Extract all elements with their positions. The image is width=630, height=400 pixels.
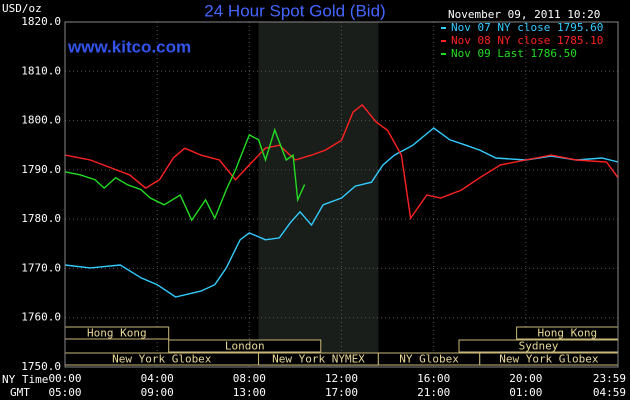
- x-tick-label: 23:59: [593, 372, 626, 385]
- x-tick-label: 17:00: [325, 386, 358, 399]
- session-label: Hong Kong: [87, 327, 147, 340]
- legend-label: Nov 09 Last 1786.50: [451, 47, 577, 60]
- chart-title: 24 Hour Spot Gold (Bid): [204, 1, 385, 20]
- session-label: London: [225, 340, 265, 353]
- x-tick-label: 12:00: [325, 372, 358, 385]
- x-tick-label: 21:00: [417, 386, 450, 399]
- session-label: New York Globex: [112, 353, 212, 366]
- price-line: [64, 103, 619, 221]
- session-label: Hong Kong: [538, 327, 598, 340]
- y-tick-label: 1750.0: [21, 360, 61, 373]
- legend-label: Nov 08 NY close 1785.10: [451, 34, 603, 47]
- x-tick-label: 00:00: [48, 372, 81, 385]
- session-label: New York Globex: [499, 353, 599, 366]
- x-tick-label: 20:00: [509, 372, 542, 385]
- session-label: Sydney: [519, 340, 559, 353]
- x-tick-label: 09:00: [141, 386, 174, 399]
- y-tick-label: 1820.0: [21, 15, 61, 28]
- x-tick-label: 01:00: [509, 386, 542, 399]
- y-tick-label: 1790.0: [21, 163, 61, 176]
- session-bar: [168, 339, 322, 353]
- session-label: New York NYMEX: [272, 353, 365, 366]
- y-tick-label: 1760.0: [21, 311, 61, 324]
- price-line: [64, 127, 306, 222]
- x-tick-label: 16:00: [417, 372, 450, 385]
- legend-label: Nov 07 NY close 1795.60: [451, 21, 603, 34]
- x-tick-label: 04:00: [141, 372, 174, 385]
- x-tick-label: 04:59: [593, 386, 626, 399]
- x-tick-label: 13:00: [233, 386, 266, 399]
- x-tick-label: 05:00: [48, 386, 81, 399]
- price-line: [64, 127, 619, 298]
- y-tick-label: 1800.0: [21, 114, 61, 127]
- x-tick-label: 08:00: [233, 372, 266, 385]
- x-axis-label: NY Time: [2, 373, 48, 386]
- y-tick-label: 1810.0: [21, 64, 61, 77]
- legend-title: November 09, 2011 10:20: [448, 8, 600, 21]
- x-axis-label: GMT: [10, 386, 30, 399]
- y-tick-label: 1770.0: [21, 261, 61, 274]
- session-label: NY Globex: [399, 353, 459, 366]
- plot-border: [64, 21, 619, 368]
- y-axis-label: USD/oz: [2, 2, 42, 15]
- watermark: www.kitco.com: [67, 37, 191, 56]
- y-tick-label: 1780.0: [21, 212, 61, 225]
- shaded-region: [258, 22, 379, 367]
